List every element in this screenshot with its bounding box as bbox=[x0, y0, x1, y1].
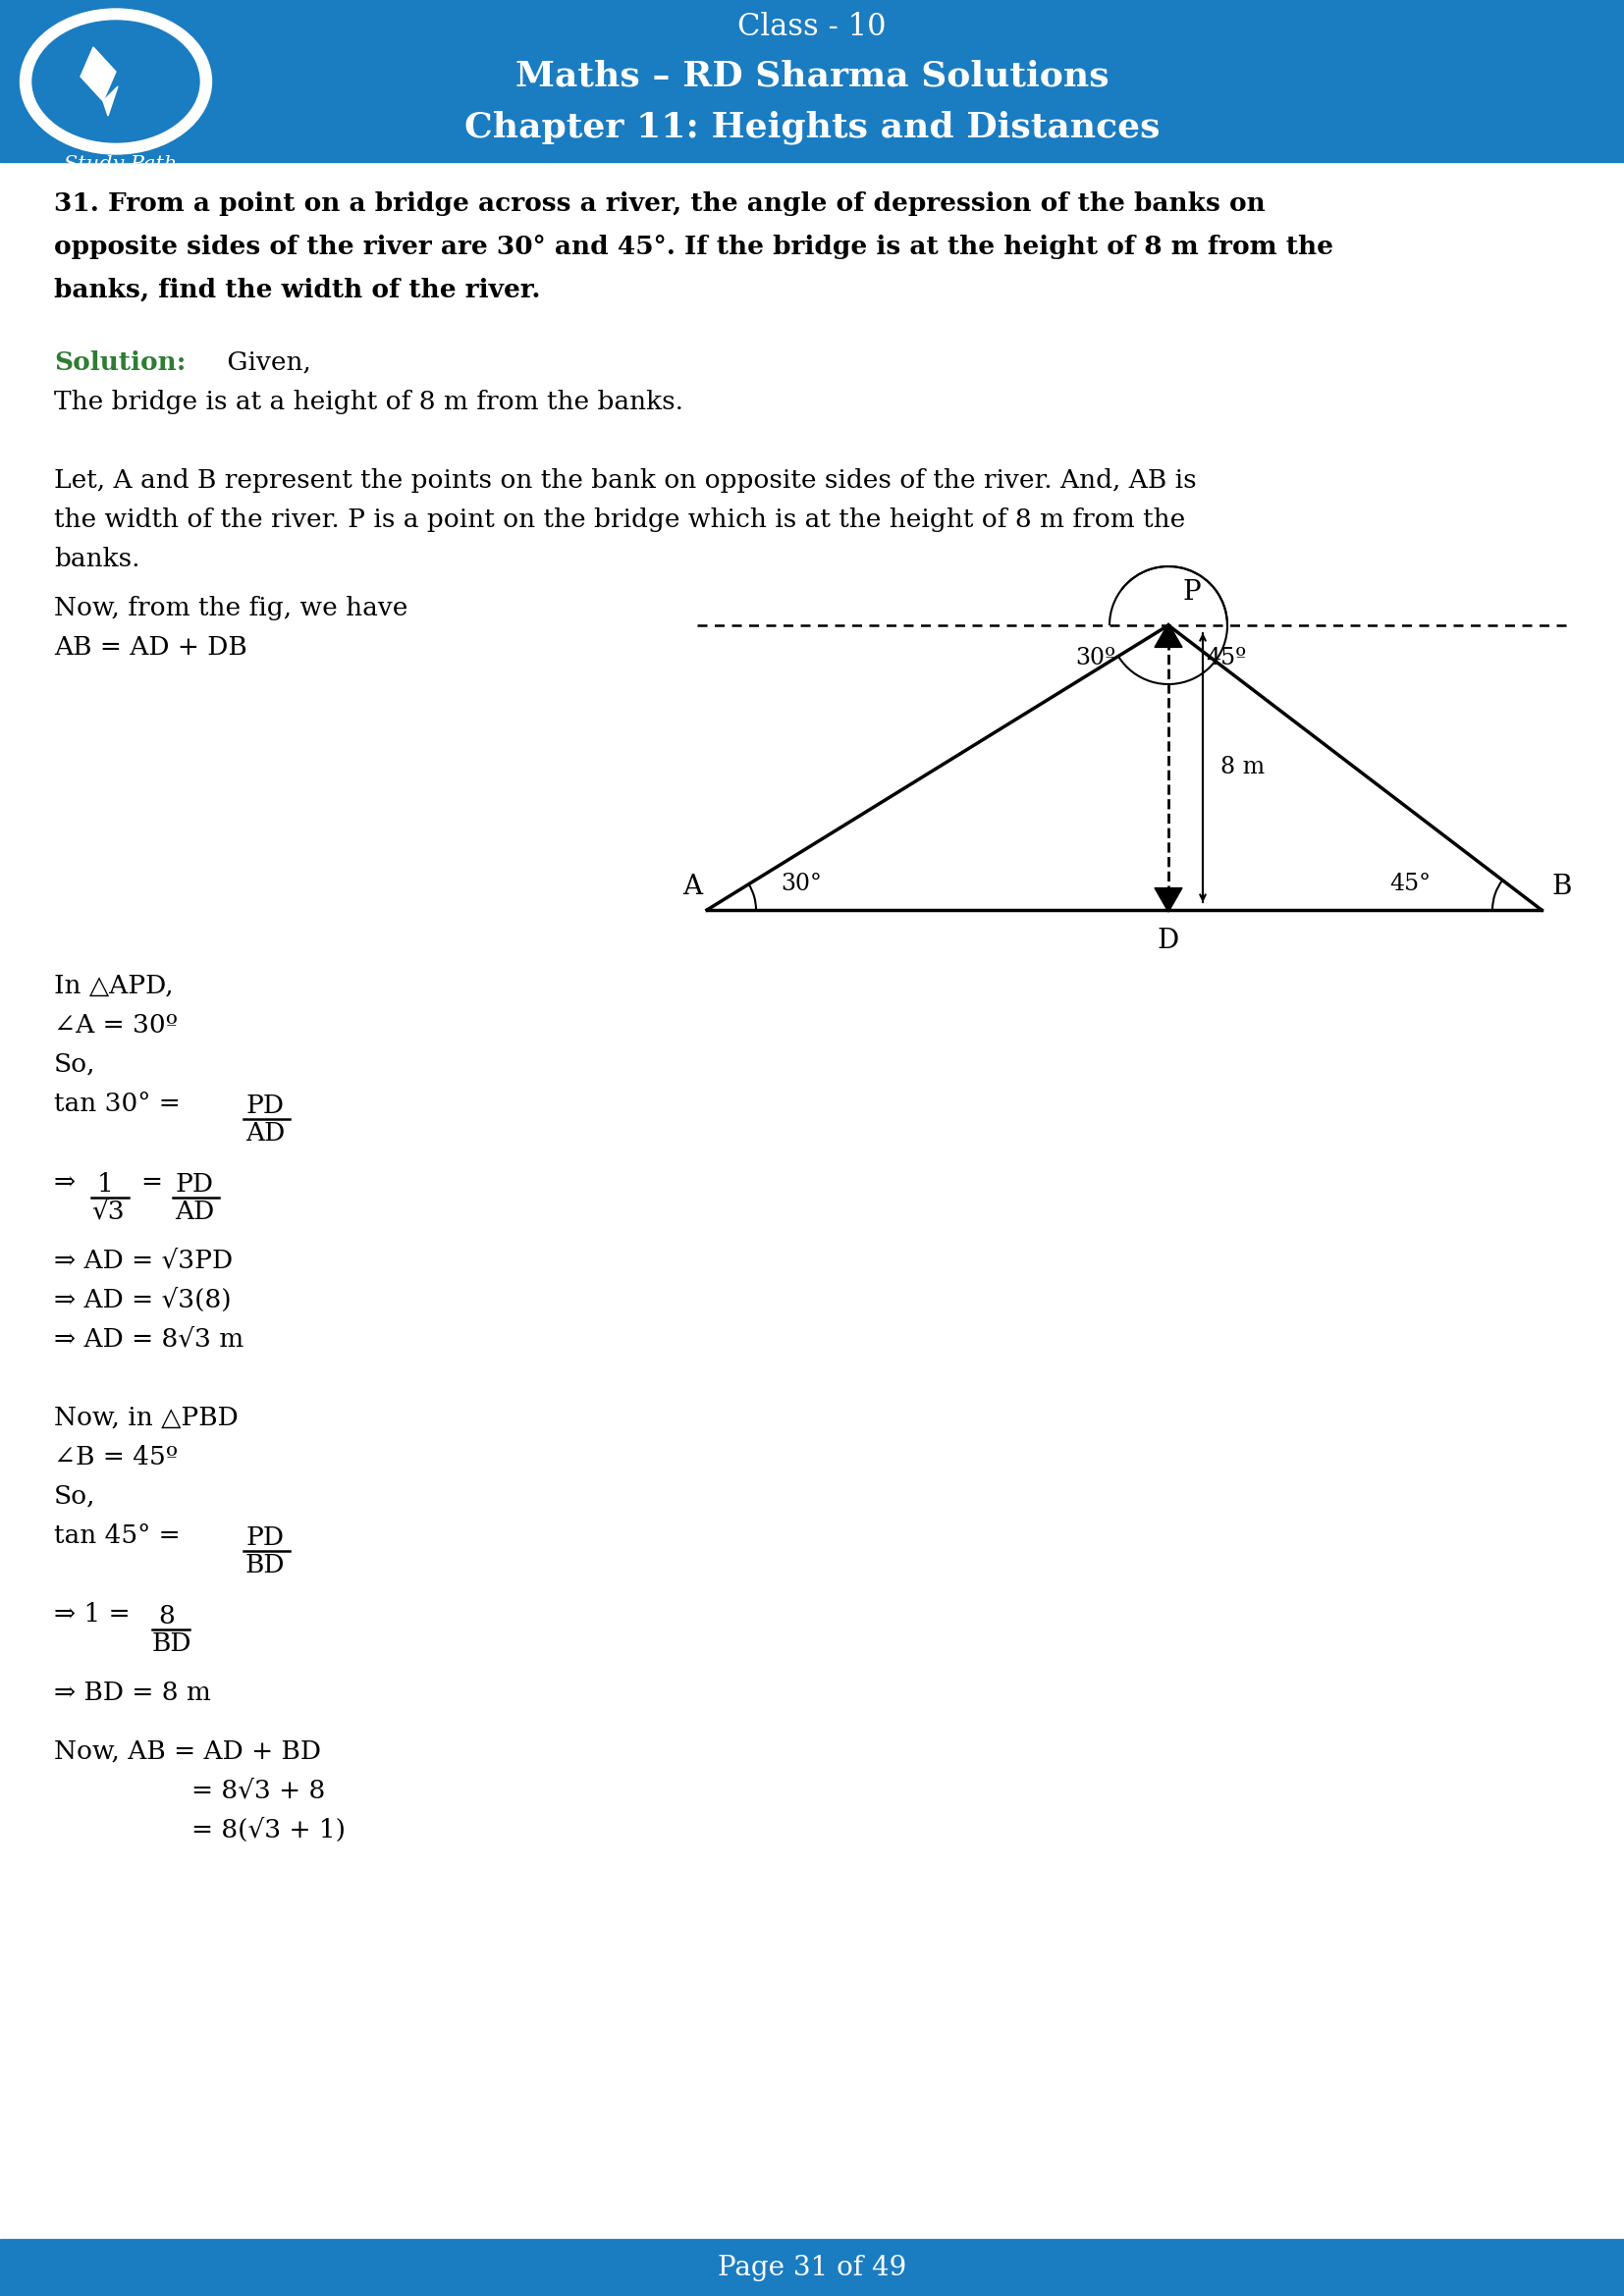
Text: Page 31 of 49: Page 31 of 49 bbox=[718, 2255, 906, 2280]
Text: 30°: 30° bbox=[781, 872, 822, 895]
Text: tan 45° =: tan 45° = bbox=[54, 1525, 180, 1548]
Text: AD: AD bbox=[175, 1199, 214, 1224]
Text: BD: BD bbox=[153, 1632, 192, 1655]
Text: Now, in △PBD: Now, in △PBD bbox=[54, 1405, 239, 1430]
Polygon shape bbox=[1155, 622, 1182, 647]
Text: tan 30° =: tan 30° = bbox=[54, 1091, 180, 1116]
Text: The bridge is at a height of 8 m from the banks.: The bridge is at a height of 8 m from th… bbox=[54, 390, 684, 413]
Text: In △APD,: In △APD, bbox=[54, 974, 174, 999]
Text: Maths – RD Sharma Solutions: Maths – RD Sharma Solutions bbox=[515, 60, 1109, 94]
Text: ⇒ AD = 8√3 m: ⇒ AD = 8√3 m bbox=[54, 1327, 244, 1352]
Text: PD: PD bbox=[245, 1525, 284, 1550]
Bar bbox=[0, 0, 1624, 163]
Text: Now, AB = AD + BD: Now, AB = AD + BD bbox=[54, 1740, 322, 1763]
Text: P: P bbox=[1184, 579, 1202, 606]
Text: 31. From a point on a bridge across a river, the angle of depression of the bank: 31. From a point on a bridge across a ri… bbox=[54, 191, 1265, 216]
Text: AB = AD + DB: AB = AD + DB bbox=[54, 636, 247, 659]
Text: ⇒: ⇒ bbox=[54, 1171, 76, 1194]
Text: A: A bbox=[682, 875, 702, 900]
Text: BD: BD bbox=[245, 1552, 286, 1577]
Text: 8: 8 bbox=[158, 1605, 174, 1628]
Text: ⇒ AD = √3PD: ⇒ AD = √3PD bbox=[54, 1249, 232, 1274]
Text: Let, A and B represent the points on the bank on opposite sides of the river. An: Let, A and B represent the points on the… bbox=[54, 468, 1197, 494]
Text: 45°: 45° bbox=[1390, 872, 1431, 895]
Ellipse shape bbox=[19, 9, 211, 154]
Polygon shape bbox=[1155, 889, 1182, 912]
Text: So,: So, bbox=[54, 1052, 96, 1077]
Text: AD: AD bbox=[245, 1120, 284, 1146]
Polygon shape bbox=[102, 87, 119, 115]
Text: Study Path: Study Path bbox=[63, 156, 177, 174]
Text: = 8√3 + 8: = 8√3 + 8 bbox=[192, 1779, 325, 1802]
Text: √3: √3 bbox=[91, 1199, 125, 1224]
Text: Solution:: Solution: bbox=[54, 351, 185, 374]
Bar bbox=[0, 2239, 1624, 2296]
Ellipse shape bbox=[32, 21, 200, 142]
Text: ∠A = 30º: ∠A = 30º bbox=[54, 1013, 179, 1038]
Text: ∠B = 45º: ∠B = 45º bbox=[54, 1444, 179, 1469]
Text: 8 m: 8 m bbox=[1221, 755, 1265, 778]
Text: PD: PD bbox=[245, 1093, 284, 1118]
Text: =: = bbox=[140, 1171, 162, 1194]
Text: ⇒ AD = √3(8): ⇒ AD = √3(8) bbox=[54, 1288, 231, 1313]
Text: B: B bbox=[1551, 875, 1572, 900]
Text: opposite sides of the river are 30° and 45°. If the bridge is at the height of 8: opposite sides of the river are 30° and … bbox=[54, 234, 1333, 259]
Text: ⇒ 1 =: ⇒ 1 = bbox=[54, 1603, 130, 1626]
Text: ⇒ BD = 8 m: ⇒ BD = 8 m bbox=[54, 1681, 211, 1706]
Text: Given,: Given, bbox=[219, 351, 312, 374]
Text: Chapter 11: Heights and Distances: Chapter 11: Heights and Distances bbox=[464, 110, 1160, 145]
Text: the width of the river. P is a point on the bridge which is at the height of 8 m: the width of the river. P is a point on … bbox=[54, 507, 1186, 533]
Text: So,: So, bbox=[54, 1483, 96, 1508]
Text: banks.: banks. bbox=[54, 546, 140, 572]
Text: Now, from the fig, we have: Now, from the fig, we have bbox=[54, 597, 408, 620]
Text: D: D bbox=[1158, 928, 1179, 955]
Text: Class - 10: Class - 10 bbox=[737, 11, 887, 44]
Text: = 8(√3 + 1): = 8(√3 + 1) bbox=[192, 1818, 346, 1844]
Text: 45º: 45º bbox=[1205, 647, 1246, 670]
Text: banks, find the width of the river.: banks, find the width of the river. bbox=[54, 278, 541, 303]
Text: PD: PD bbox=[175, 1171, 213, 1196]
Text: 30º: 30º bbox=[1075, 647, 1116, 670]
Polygon shape bbox=[81, 48, 115, 101]
Text: 1: 1 bbox=[97, 1171, 114, 1196]
